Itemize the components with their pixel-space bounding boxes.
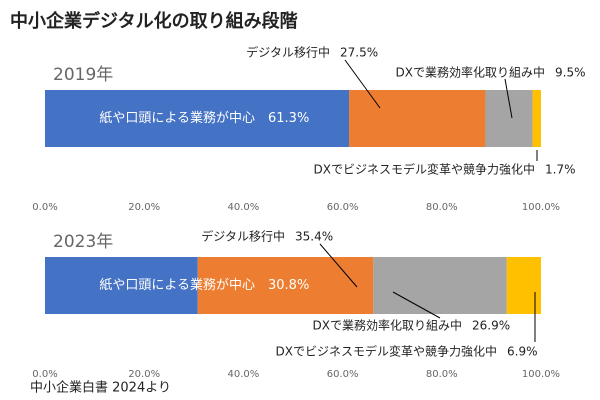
x-tick-label: 100.0%: [522, 369, 560, 380]
x-tick-label: 80.0%: [426, 202, 458, 213]
category-label: 2023年: [53, 232, 113, 252]
value-label: 1.7%: [545, 163, 576, 177]
value-label: 30.8%: [268, 278, 309, 293]
bar-segment: [506, 257, 541, 314]
category-label: 2019年: [53, 65, 113, 85]
x-tick-label: 60.0%: [327, 202, 359, 213]
bar-segment: [349, 90, 486, 147]
value-label: 9.5%: [555, 66, 586, 80]
source: 中小企業白書 2024より: [30, 380, 171, 396]
value-label: 6.9%: [507, 345, 538, 359]
x-tick-label: 20.0%: [128, 369, 160, 380]
segment-name: DXでビジネスモデル変革や競争力強化中: [276, 344, 497, 359]
bar-segment: [197, 257, 374, 314]
x-tick-label: 0.0%: [32, 202, 57, 213]
value-label: 27.5%: [340, 46, 378, 60]
segment-name: DXで業務効率化取り組み中: [313, 318, 462, 333]
bar-segment: [45, 257, 198, 314]
x-tick-label: 100.0%: [522, 202, 560, 213]
value-label: 61.3%: [268, 111, 309, 126]
x-tick-label: 40.0%: [228, 369, 260, 380]
value-label: 26.9%: [472, 319, 510, 333]
bar-segment: [532, 90, 541, 147]
value-label: 35.4%: [295, 230, 333, 244]
segment-name: 紙や口頭による業務が中心: [99, 277, 255, 293]
x-tick-label: 80.0%: [426, 369, 458, 380]
segment-name: 紙や口頭による業務が中心: [99, 110, 255, 126]
segment-name: DXで業務効率化取り組み中: [396, 65, 545, 80]
segment-name: DXでビジネスモデル変革や競争力強化中: [314, 162, 535, 177]
leader-line: [504, 78, 513, 119]
segment-name: デジタル移行中: [246, 45, 330, 60]
leader-line: [319, 243, 358, 288]
bar-segment: [45, 90, 350, 147]
segment-name: デジタル移行中: [201, 229, 285, 244]
x-tick-label: 40.0%: [228, 202, 260, 213]
x-tick-label: 60.0%: [327, 369, 359, 380]
chart-title: 中小企業デジタル化の取り組み段階: [10, 10, 298, 32]
x-tick-label: 20.0%: [128, 202, 160, 213]
leader-line: [392, 291, 441, 319]
leader-line: [344, 59, 381, 109]
x-tick-label: 0.0%: [32, 369, 57, 380]
bar-segment: [373, 257, 507, 314]
